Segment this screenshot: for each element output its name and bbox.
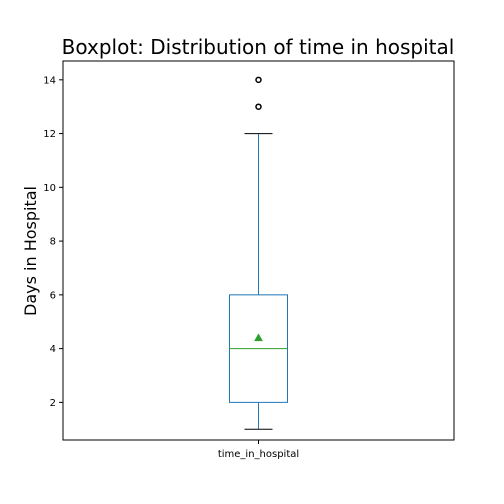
- y-tick-label: 2: [50, 398, 56, 409]
- y-tick-label: 6: [50, 290, 56, 301]
- y-tick-label: 10: [43, 183, 56, 194]
- chart-title: Boxplot: Distribution of time in hospita…: [62, 35, 455, 59]
- y-axis-label: Days in Hospital: [21, 186, 40, 316]
- y-tick-label: 4: [50, 344, 56, 355]
- outlier-point: [255, 103, 262, 110]
- plot-area: 2 4 6 8 10 12 14 time_in_hospital: [43, 60, 455, 460]
- outlier-point: [255, 76, 262, 84]
- y-tick-label: 14: [43, 75, 56, 86]
- mean-marker: [254, 333, 263, 342]
- y-tick-label: 8: [50, 237, 56, 248]
- x-tick-label: time_in_hospital: [218, 449, 299, 460]
- y-tick-label: 12: [43, 129, 56, 140]
